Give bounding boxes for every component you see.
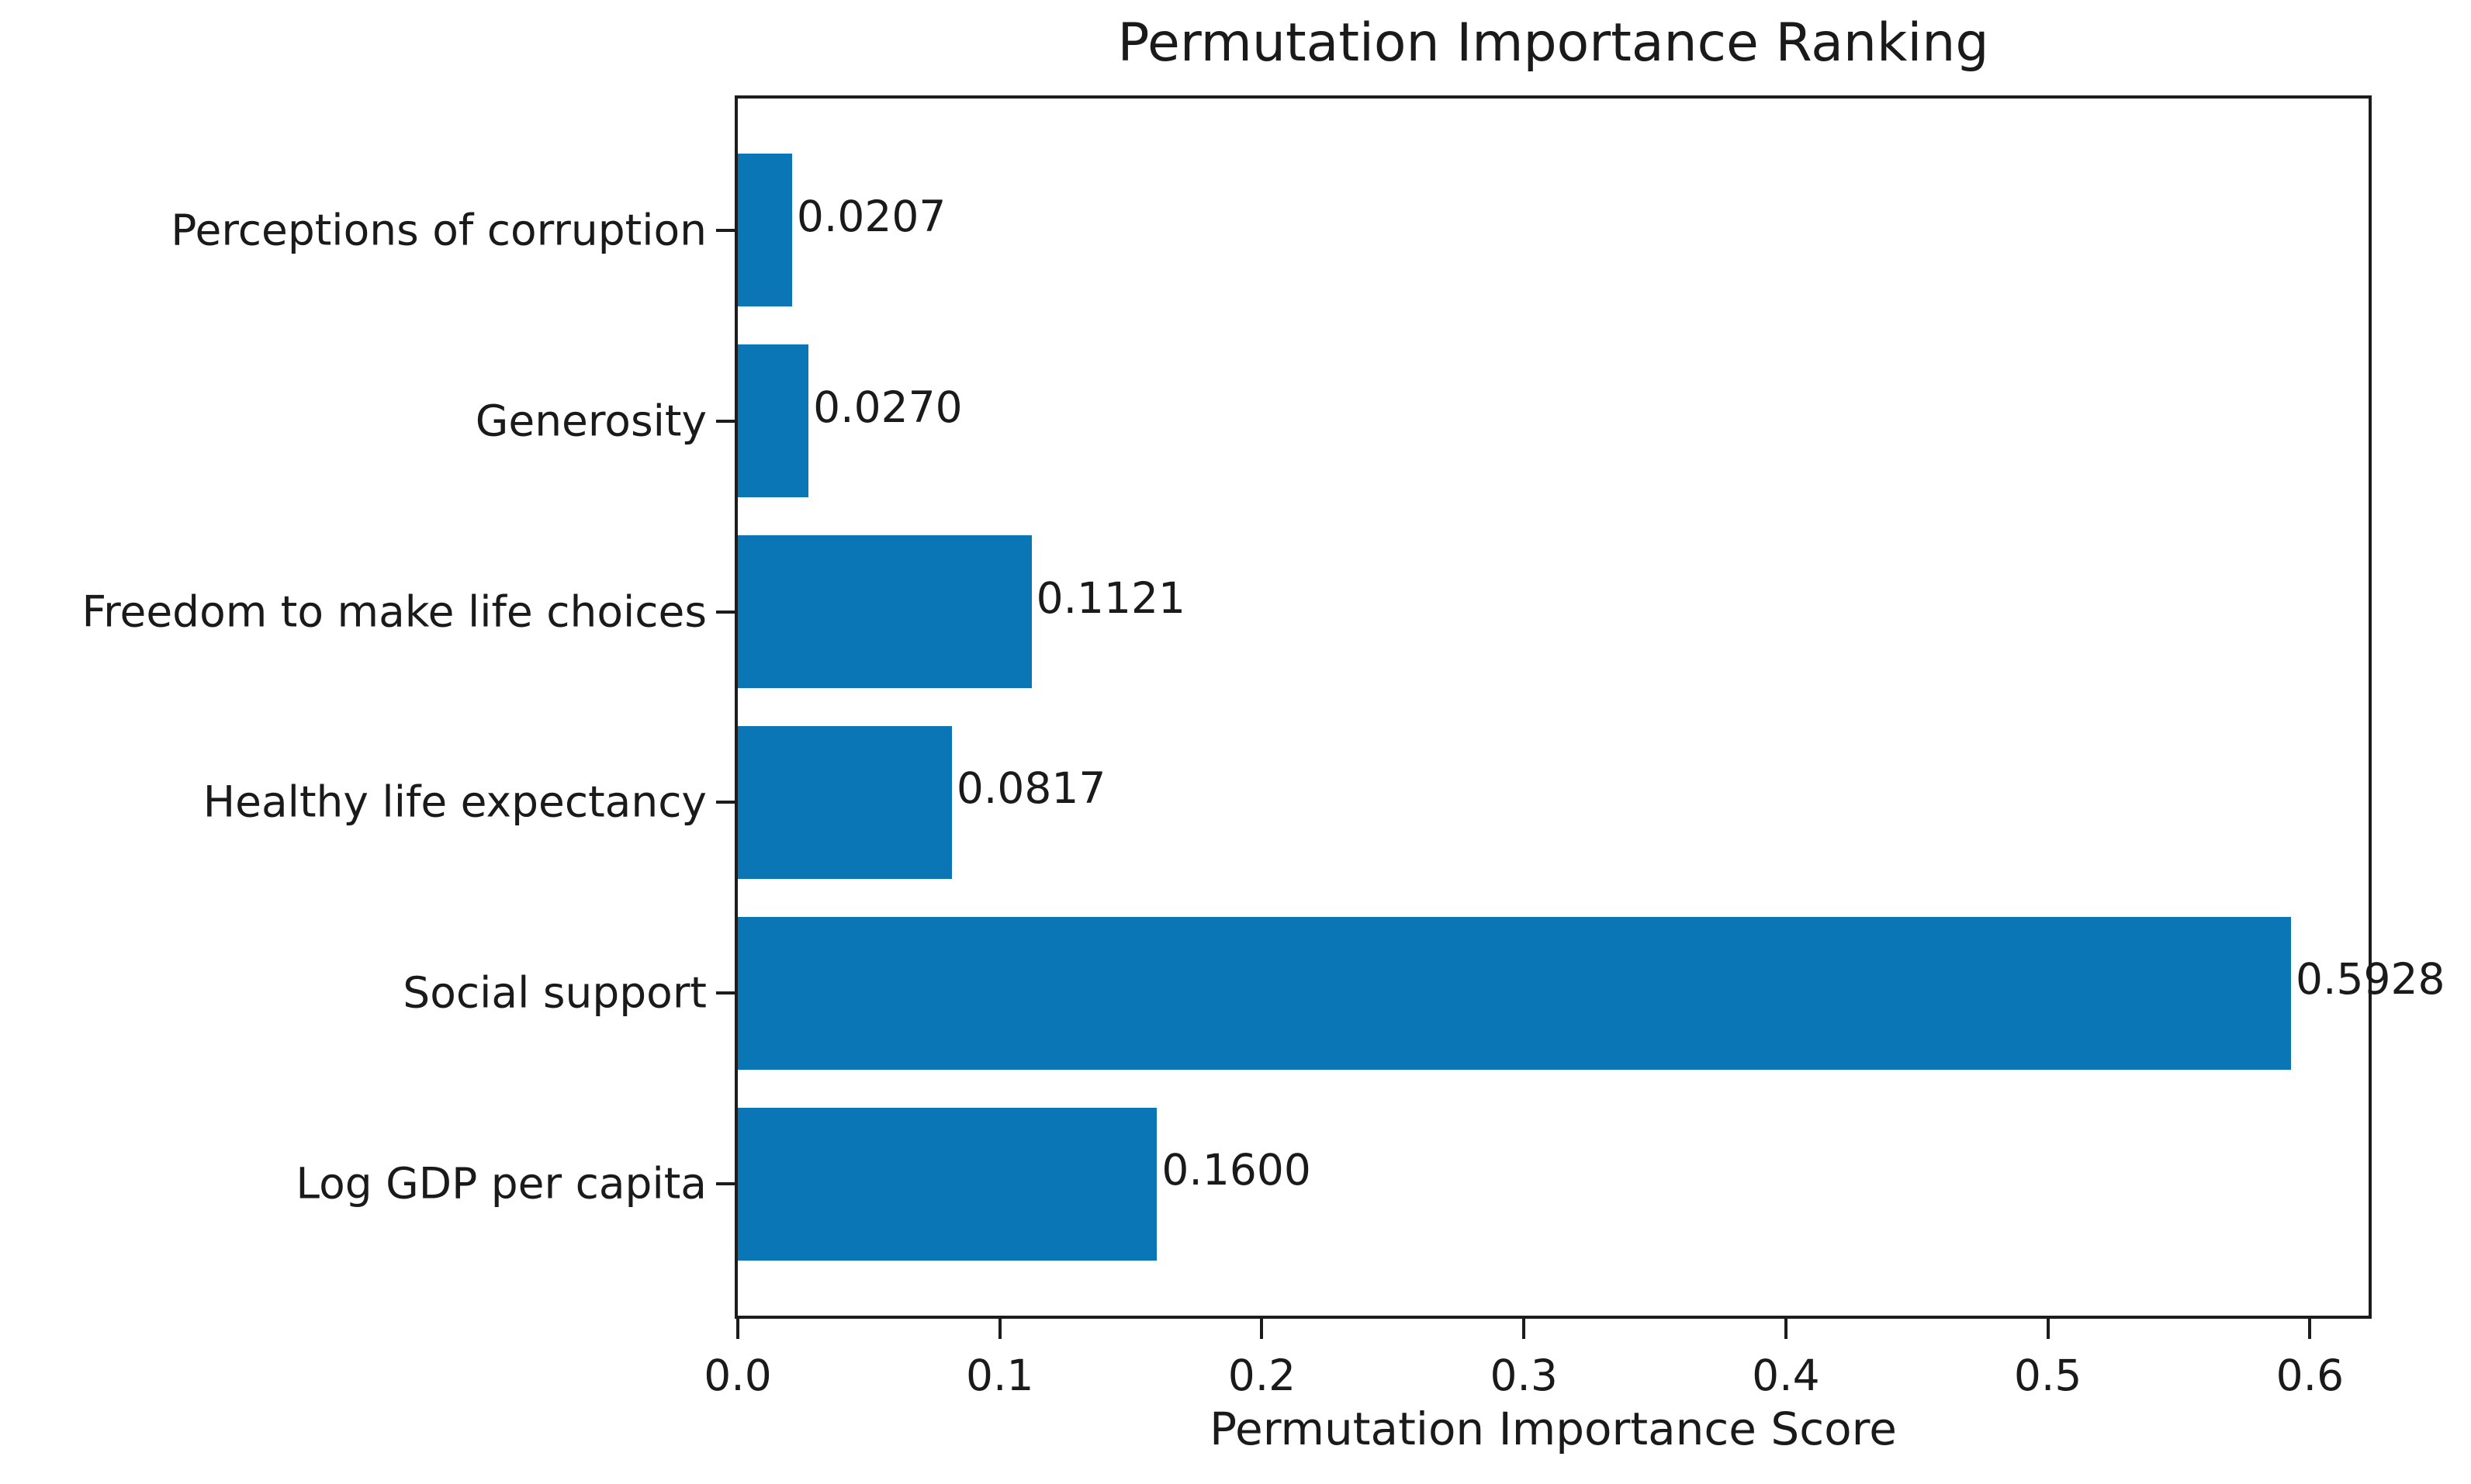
x-tick-label: 0.6 <box>2275 1351 2345 1400</box>
x-tick <box>1784 1319 1787 1339</box>
y-tick-label: Generosity <box>475 396 707 446</box>
bar <box>738 344 809 498</box>
y-tick-label: Healthy life expectancy <box>202 777 707 827</box>
y-tick-label: Log GDP per capita <box>296 1158 707 1209</box>
bar-value-label: 0.5928 <box>2296 954 2445 1005</box>
bar <box>738 535 1032 689</box>
y-tick-label: Perceptions of corruption <box>171 205 707 255</box>
y-tick <box>716 991 735 995</box>
x-tick-label: 0.3 <box>1490 1351 1558 1400</box>
x-axis-label: Permutation Importance Score <box>1210 1403 1897 1455</box>
plot-area: 0.0207 Perceptions of corruption 0.0270 Gen… <box>81 95 2445 1397</box>
bar-value-label: 0.0817 <box>956 763 1106 814</box>
bar-value-label: 0.0207 <box>796 191 947 241</box>
bar-value-label: 0.0270 <box>813 382 963 432</box>
y-tick <box>716 419 735 423</box>
chart-title: Permutation Importance Ranking <box>1117 12 1989 74</box>
bar-value-label: 0.1121 <box>1036 572 1186 623</box>
bar <box>738 916 2292 1070</box>
bar-value-label: 0.1600 <box>1161 1145 1311 1195</box>
x-tick-label: 0.1 <box>965 1351 1034 1400</box>
y-tick <box>716 1182 735 1186</box>
x-tick <box>1522 1319 1526 1339</box>
y-tick-label: Social support <box>403 967 707 1018</box>
x-tick <box>998 1319 1002 1339</box>
y-tick-label: Freedom to make life choices <box>81 586 707 637</box>
x-tick <box>2046 1319 2050 1339</box>
x-tick-label: 0.0 <box>704 1351 772 1400</box>
y-tick <box>716 801 735 804</box>
bar <box>738 1107 1158 1261</box>
x-tick <box>736 1319 739 1339</box>
x-tick <box>2308 1319 2312 1339</box>
bar <box>738 725 952 879</box>
bar <box>738 154 792 307</box>
x-tick-label: 0.4 <box>1752 1351 1820 1400</box>
y-tick <box>716 228 735 232</box>
x-tick <box>1260 1319 1264 1339</box>
x-tick-label: 0.5 <box>2013 1351 2082 1400</box>
x-tick-label: 0.2 <box>1227 1351 1296 1400</box>
y-tick <box>716 610 735 614</box>
